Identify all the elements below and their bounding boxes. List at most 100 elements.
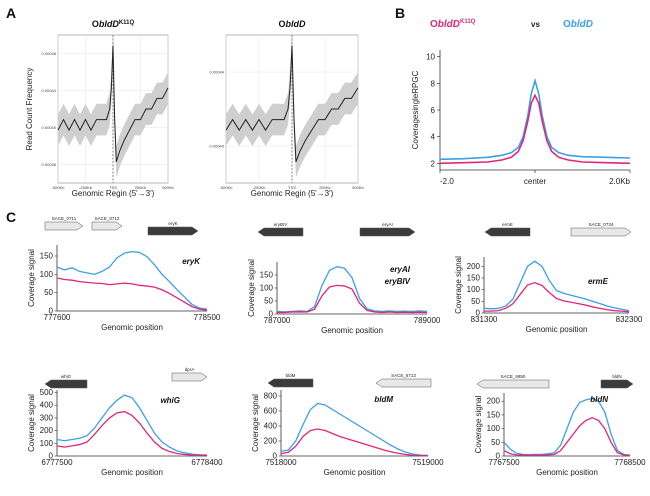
x-axis-label: Genomic position (321, 326, 383, 335)
title-vs: vs (531, 20, 540, 29)
gene-label: eryK (182, 257, 201, 266)
y-tick-label: 0 (49, 452, 54, 461)
panel-label-b: B (395, 5, 405, 21)
x-tick-label: 250Kb (319, 185, 331, 190)
gene-label: bldN (590, 395, 608, 404)
coverage-series-line-1 (56, 394, 208, 456)
y-tick-label: 800 (264, 392, 278, 401)
x-tick-label: 250Kb (135, 185, 147, 190)
coverage-series-line-1 (503, 397, 631, 456)
y-tick-label: 0 (49, 307, 54, 316)
y-tick-label: 150 (260, 271, 274, 280)
chart-layer: -500Kb -250Kb TSS 250Kb 500Kb 0.00036 0.00040 0… (25, 19, 646, 477)
gene-arrow (147, 226, 199, 236)
title-gene: bldD (438, 19, 460, 30)
gene-arrow-label: eryAI (382, 222, 393, 227)
profile-plot-1: -500Kb -250Kb TSS 250Kb 500Kb 0.00036 0.00040 0… (25, 19, 175, 198)
x-tick-label: 778500 (194, 313, 221, 322)
x-tick-label: 500Kb (162, 185, 174, 190)
y-axis-label: Coverage signal (474, 395, 483, 453)
x-tick-label: -250Kb (79, 185, 93, 190)
title-superscript: K11Q (460, 19, 476, 25)
gene-arrow (476, 379, 550, 389)
gene-arrow (44, 379, 88, 389)
plot-title: ObldD (278, 19, 306, 29)
gene-arrow-label: SACE_6950 (501, 374, 526, 379)
y-tick-label: 0.00048 (42, 51, 57, 56)
coverage-series-line-2 (503, 416, 631, 457)
x-tick-label: 831300 (471, 315, 498, 324)
coverage-plot-ermE: ermE SACE_0734 0 50 100 150 200 831300 832300 Gen… (454, 222, 643, 334)
read-frequency-line (57, 45, 169, 163)
gene-arrow (375, 378, 432, 388)
y-tick-label: 200 (40, 426, 54, 435)
title-left: ObldDK11Q (430, 19, 476, 30)
y-tick-label: 300 (40, 413, 54, 422)
gene-label: ermE (588, 277, 609, 286)
y-tick-label: 2 (431, 159, 436, 168)
y-tick-label: 100 (467, 285, 481, 294)
x-axis-label: Genomic position (526, 325, 588, 334)
coverage-series-line-1 (483, 260, 630, 312)
title-base: O (278, 19, 285, 29)
y-tick-label: 0.00044 (42, 88, 57, 93)
y-tick-label: 0 (476, 309, 481, 318)
title-base: O (92, 19, 99, 29)
y-axis-label: CoveragesingleRPGC (411, 70, 420, 149)
y-tick-label: 50 (44, 288, 53, 297)
gene-arrow-label: SACE_0711 (52, 216, 77, 221)
x-tick-label: TSS (288, 185, 296, 190)
title-gene: bldD (286, 19, 306, 29)
coverage-series-line-1 (276, 265, 428, 313)
gene-label-secondary: eryBIV (385, 277, 411, 286)
x-tick-label: -250Kb (253, 185, 267, 190)
x-tick-label: -2.0 (440, 177, 454, 186)
y-tick-label: 150 (467, 274, 481, 283)
x-tick-label: -500Kb (220, 185, 234, 190)
panel-label-a: A (6, 5, 16, 21)
title-base: O (430, 19, 438, 30)
gene-arrow (267, 378, 314, 388)
y-tick-label: 500 (40, 388, 54, 397)
y-tick-label: 200 (467, 262, 481, 271)
y-tick-label: 150 (487, 410, 501, 419)
y-tick-label: 8 (431, 79, 436, 88)
y-tick-label: 0.00044 (210, 70, 225, 75)
x-tick-label: 500Kb (352, 185, 364, 190)
gene-arrow-label: SACE_0712 (95, 216, 120, 221)
y-axis-label: Coverage signal (27, 249, 36, 307)
gene-arrow (359, 227, 416, 237)
plot-title: ObldDK11Q (92, 19, 135, 29)
x-axis-label: Genomic Regin (5'→3') (72, 189, 155, 198)
y-tick-label: 0.00036 (42, 162, 57, 167)
x-axis-label: Genomic position (324, 468, 386, 477)
y-tick-label: 100 (260, 284, 274, 293)
gene-arrow-label: eryK (168, 221, 177, 226)
y-tick-label: 200 (264, 437, 278, 446)
gene-label: bldM (374, 395, 393, 404)
y-tick-label: 600 (264, 407, 278, 416)
x-tick-label: 777600 (44, 313, 71, 322)
gene-arrow-label: bldN (612, 374, 621, 379)
x-tick-label: 7518000 (265, 458, 297, 467)
x-tick-label: center (524, 177, 547, 186)
y-tick-label: 400 (264, 422, 278, 431)
y-tick-label: 100 (40, 439, 54, 448)
title-base: O (563, 19, 571, 30)
x-axis-label: Genomic position (101, 468, 163, 477)
profile-plot-2: -500Kb -250Kb TSS 250Kb 500Kb 0.00040 0.00044 O… (210, 19, 365, 198)
gene-arrow (91, 221, 123, 231)
coverage-plot-bldM: bldM SACE_6713 0 200 400 600 800 7518000 7519000… (251, 373, 444, 477)
coverage-plot-bldN: SACE_6950 bldN 0 50 100 150 200 7767500 7768500 G… (474, 374, 646, 477)
coverage-series-line-2 (277, 284, 428, 314)
coverage-series-line-1 (439, 77, 631, 161)
gene-arrow (44, 221, 84, 231)
y-tick-label: 100 (487, 424, 501, 433)
coverage-plot-eryAI: eryBIV eryAI 0 50 100 150 787000 789000 Genomic … (247, 222, 441, 335)
gene-arrow-label: bldM (286, 373, 296, 378)
y-tick-label: 50 (264, 297, 273, 306)
x-tick-label: TSS (109, 185, 117, 190)
coverage-series-line-2 (280, 428, 429, 457)
coverage-series-line-2 (56, 277, 208, 311)
